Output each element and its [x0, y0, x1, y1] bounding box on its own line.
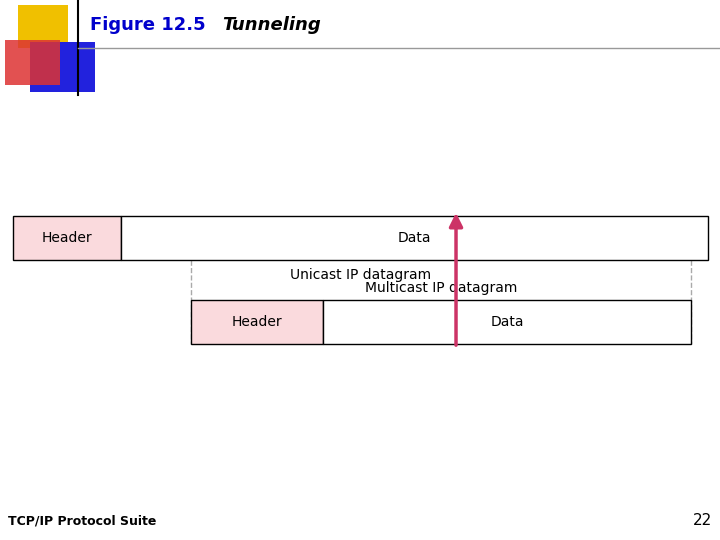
Bar: [5, 40, 60, 85]
Text: TCP/IP Protocol Suite: TCP/IP Protocol Suite: [8, 515, 156, 528]
Bar: [13, 216, 121, 260]
Text: 22: 22: [693, 513, 712, 528]
Bar: [18, 5, 68, 48]
Bar: [30, 42, 95, 92]
Bar: [323, 300, 691, 344]
Text: Header: Header: [42, 231, 92, 245]
Text: Data: Data: [397, 231, 431, 245]
Text: Tunneling: Tunneling: [222, 16, 320, 34]
Text: Data: Data: [490, 315, 524, 329]
Text: Header: Header: [232, 315, 282, 329]
Bar: [191, 300, 323, 344]
Text: Unicast IP datagram: Unicast IP datagram: [289, 268, 431, 282]
Text: Figure 12.5: Figure 12.5: [90, 16, 206, 34]
Bar: [121, 216, 708, 260]
Text: Multicast IP datagram: Multicast IP datagram: [365, 281, 517, 295]
